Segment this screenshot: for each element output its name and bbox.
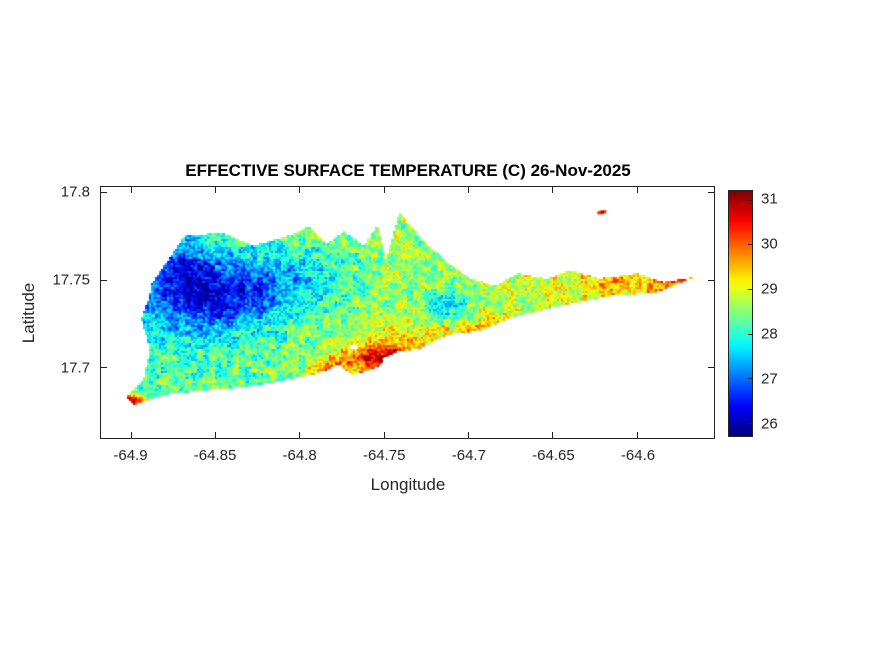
y-tick-mark (708, 192, 714, 194)
x-tick-mark (215, 432, 217, 438)
y-tick-label: 17.8 (60, 183, 90, 201)
plot-area (100, 186, 715, 439)
chart-title: EFFECTIVE SURFACE TEMPERATURE (C) 26-Nov… (185, 161, 631, 180)
colorbar-tick-label: 29 (761, 280, 778, 298)
x-tick-label: -64.9 (113, 447, 148, 464)
x-tick-mark (383, 432, 385, 438)
x-tick-mark (299, 432, 301, 438)
x-tick-label: -64.8 (282, 447, 317, 464)
x-tick-label: -64.65 (532, 447, 575, 464)
x-tick-mark (468, 432, 470, 438)
y-tick-mark (101, 192, 107, 194)
x-tick-mark (130, 187, 132, 193)
x-tick-mark (636, 432, 638, 438)
colorbar-tick-label: 28 (761, 325, 778, 343)
x-tick-label: -64.85 (193, 447, 237, 464)
colorbar-tick-label: 30 (761, 235, 778, 253)
x-tick-mark (552, 432, 554, 438)
colorbar-tick-mark (748, 289, 752, 290)
colorbar-tick-label: 27 (761, 370, 778, 388)
x-tick-mark (215, 187, 217, 193)
colorbar-tick-mark (748, 244, 752, 246)
colorbar (728, 190, 753, 437)
x-tick-mark (383, 187, 385, 193)
colorbar-tick-mark (748, 199, 752, 201)
y-tick-mark (101, 279, 107, 281)
x-tick-label: -64.75 (362, 447, 406, 464)
colorbar-tick-mark (748, 333, 752, 335)
colorbar-tick-label: 31 (761, 190, 778, 208)
x-tick-mark (299, 187, 301, 193)
y-tick-mark (708, 279, 714, 281)
colorbar-tick-mark (748, 422, 752, 424)
x-tick-label: -64.6 (620, 447, 656, 464)
x-tick-mark (468, 187, 470, 193)
x-tick-mark (636, 187, 638, 193)
y-tick-mark (101, 367, 107, 369)
x-tick-mark (552, 187, 554, 193)
y-tick-label: 17.75 (52, 271, 90, 289)
y-tick-label: 17.7 (60, 359, 90, 377)
temperature-map-canvas (101, 187, 714, 438)
x-tick-mark (130, 432, 132, 438)
y-tick-mark (708, 367, 714, 369)
x-tick-label: -64.7 (451, 447, 486, 464)
colorbar-tick-mark (748, 378, 752, 380)
colorbar-tick-label: 26 (761, 415, 778, 433)
x-axis-label: Longitude (370, 475, 446, 494)
